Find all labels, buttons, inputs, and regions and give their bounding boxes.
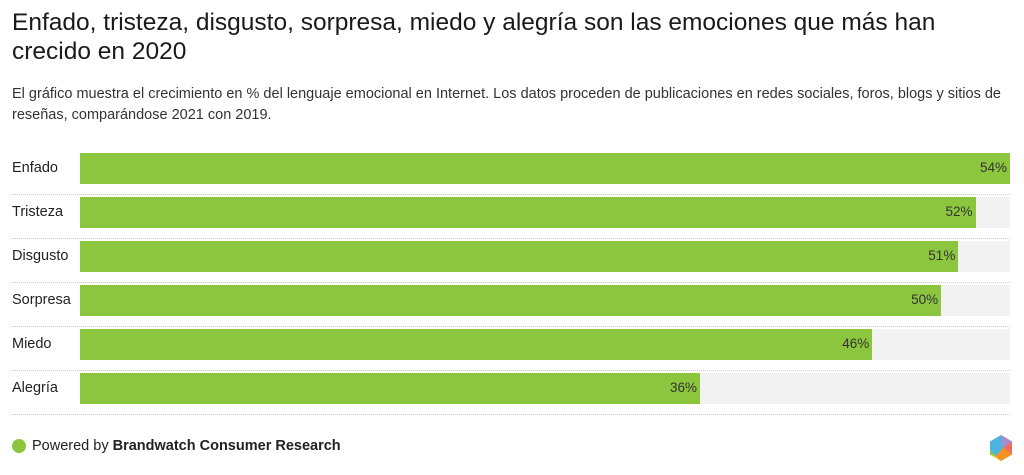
bar[interactable]: 51% <box>80 241 959 272</box>
bar-track: 52% <box>80 197 1010 228</box>
value-label: 54% <box>979 160 1007 175</box>
bar-track: 50% <box>80 285 1010 316</box>
chart-subtitle: El gráfico muestra el crecimiento en % d… <box>12 86 1001 123</box>
value-label: 46% <box>842 336 870 351</box>
footer-prefix: Powered by <box>32 438 113 454</box>
brand-dot-icon <box>12 439 26 453</box>
bar-row: Sorpresa 50% <box>12 282 1010 327</box>
footer-brand[interactable]: Brandwatch Consumer Research <box>112 438 341 454</box>
bar-track: 51% <box>80 241 1010 272</box>
bar-row: Tristeza 52% <box>12 194 1010 239</box>
category-label: Alegría <box>12 380 58 396</box>
category-label: Sorpresa <box>12 292 71 308</box>
bar-row: Disgusto 51% <box>12 238 1010 283</box>
bar[interactable]: 36% <box>80 373 700 404</box>
category-label: Disgusto <box>12 248 69 264</box>
value-label: 36% <box>669 380 697 395</box>
chart-title: Enfado, tristeza, disgusto, sorpresa, mi… <box>12 9 936 65</box>
value-label: 52% <box>945 204 973 219</box>
brandwatch-logo-icon <box>990 435 1012 461</box>
bar-row: Enfado 54% <box>12 150 1010 195</box>
value-label: 51% <box>928 248 956 263</box>
bar-row: Miedo 46% <box>12 326 1010 371</box>
bar-track: 54% <box>80 153 1010 184</box>
bar-track: 46% <box>80 329 1010 360</box>
footer: Powered by Brandwatch Consumer Research <box>12 438 341 454</box>
category-label: Miedo <box>12 336 52 352</box>
bar[interactable]: 54% <box>80 153 1010 184</box>
bar[interactable]: 50% <box>80 285 942 316</box>
bar[interactable]: 52% <box>80 197 976 228</box>
category-label: Tristeza <box>12 204 64 220</box>
category-label: Enfado <box>12 160 58 176</box>
bar-row: Alegría 36% <box>12 370 1010 415</box>
value-label: 50% <box>911 292 939 307</box>
bar-track: 36% <box>80 373 1010 404</box>
bar[interactable]: 46% <box>80 329 873 360</box>
